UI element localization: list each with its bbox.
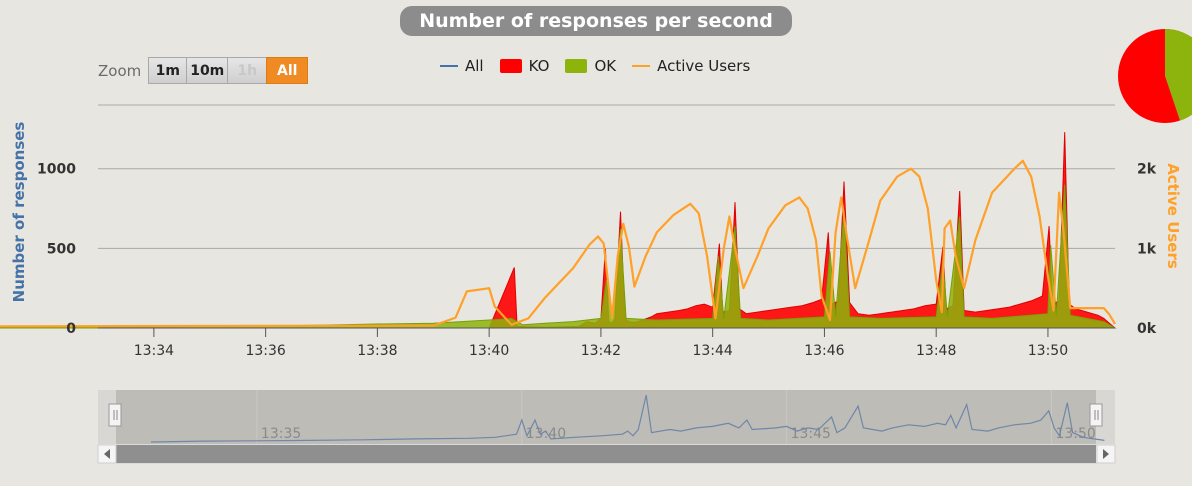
- y-tick-label: 500: [47, 241, 76, 257]
- x-tick-label: 13:46: [804, 343, 844, 359]
- zoom-label: Zoom: [98, 61, 142, 80]
- y-axis-title: Number of responses: [10, 122, 28, 303]
- legend-label-ok: OK: [594, 57, 617, 75]
- legend-swatch-all: [440, 65, 458, 67]
- ko-ok-pie-chart: [1118, 28, 1192, 123]
- navigator-tick-label: 13:40: [526, 426, 566, 442]
- legend-swatch-ok: [565, 59, 588, 73]
- y-tick-label: 1000: [37, 162, 76, 178]
- x-tick-label: 13:48: [916, 343, 956, 359]
- y2-tick-label: 1k: [1137, 241, 1157, 257]
- legend-item-ko[interactable]: KO: [499, 57, 550, 75]
- legend-label-all: All: [465, 57, 484, 75]
- legend-item-all[interactable]: All: [440, 57, 484, 75]
- x-tick-label: 13:44: [692, 343, 732, 359]
- zoom-all-button[interactable]: All: [266, 57, 309, 84]
- zoom-10m-button[interactable]: 10m: [186, 57, 229, 84]
- navigator-right-handle[interactable]: [1089, 403, 1103, 427]
- scrollbar[interactable]: [97, 444, 1116, 464]
- y2-tick-label: 0k: [1137, 321, 1157, 337]
- x-tick-label: 13:36: [245, 343, 285, 359]
- y-tick-label: 0: [66, 321, 76, 337]
- pie-slice-ok: [1165, 28, 1192, 121]
- x-tick-label: 13:38: [357, 343, 397, 359]
- legend-swatch-active-users: [632, 65, 651, 67]
- legend: All KO OK Active Users: [440, 57, 766, 75]
- navigator-series-line: [150, 394, 1105, 443]
- legend-label-ko: KO: [528, 57, 550, 75]
- series-active-users-line: [0, 159, 1116, 328]
- x-tick-label: 13:42: [581, 343, 621, 359]
- navigator-tick-label: 13:35: [261, 426, 301, 442]
- y2-axis-title: Active Users: [1164, 163, 1182, 269]
- legend-item-ok[interactable]: OK: [565, 57, 616, 75]
- navigator[interactable]: 13:35 13:40 13:45 13:50: [98, 390, 1115, 444]
- chart-title: Number of responses per second: [400, 6, 792, 36]
- arrow-right-icon: [1103, 449, 1109, 459]
- zoom-control: Zoom 1m 10m 1h All: [98, 57, 309, 84]
- arrow-left-icon: [104, 449, 110, 459]
- series-ok-area: [0, 184, 1117, 329]
- legend-swatch-ko: [499, 59, 522, 73]
- x-tick-label: 13:34: [134, 343, 174, 359]
- legend-item-active-users[interactable]: Active Users: [632, 57, 750, 75]
- zoom-1m-button[interactable]: 1m: [148, 57, 188, 84]
- series-ko-area: [0, 132, 1117, 329]
- y2-tick-label: 2k: [1137, 162, 1157, 178]
- navigator-left-handle[interactable]: [108, 403, 122, 427]
- x-tick-label: 13:40: [469, 343, 509, 359]
- legend-label-active-users: Active Users: [657, 57, 751, 75]
- x-tick-label: 13:50: [1028, 343, 1068, 359]
- scrollbar-thumb[interactable]: [116, 445, 1096, 463]
